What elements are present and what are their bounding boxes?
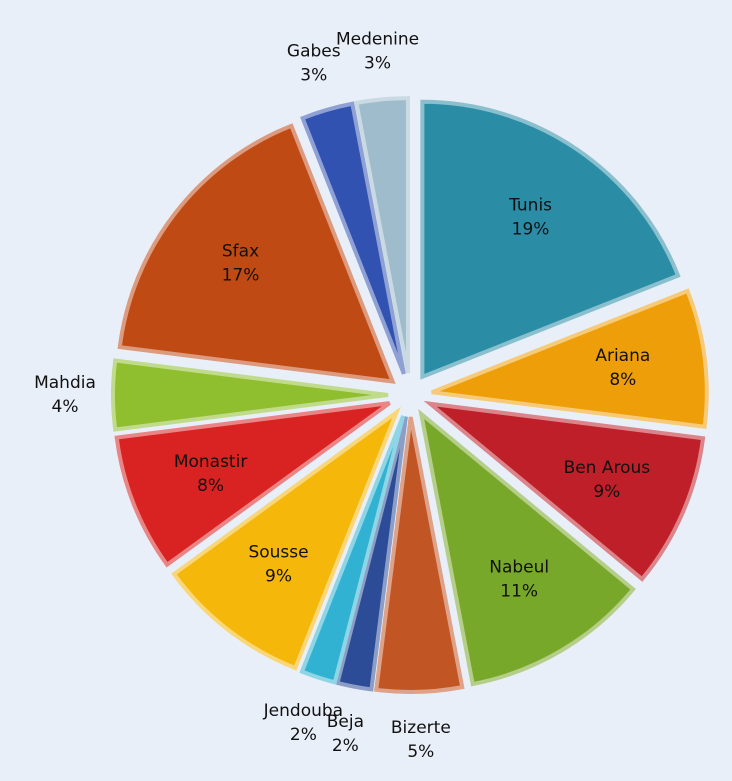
slice-value: 19% [512,220,550,240]
slice-value: 8% [197,476,224,496]
slice-value: 8% [609,370,636,390]
slice-label: Nabeul [489,558,549,578]
slice-label: Ariana [595,346,650,366]
pie-slice [373,416,465,694]
slice-label: Beja [327,712,364,732]
pie-slice [354,96,410,374]
slice-value: 2% [332,736,359,756]
slice-label: Gabes [287,42,341,62]
pie-slice [300,101,406,375]
pie-slice [117,123,396,384]
slice-label: Medenine [336,30,419,50]
slice-label: Tunis [508,196,552,216]
pie-slice [110,358,389,432]
slice-label: Jendouba [263,701,343,721]
slice-value: 9% [593,482,620,502]
slice-value: 3% [364,54,391,74]
pie-slice [114,401,391,568]
slice-value: 11% [500,582,538,602]
slice-label: Monastir [174,452,248,472]
slice-label: Sfax [222,242,259,262]
slice-value: 9% [265,566,292,586]
slice-value: 2% [290,725,317,745]
pie-slice [299,415,406,685]
pie-slice [335,416,408,692]
pie-slice [423,400,706,582]
slice-value: 17% [222,266,260,286]
pie-slice [420,99,681,380]
slice-value: 5% [407,742,434,762]
slice-label: Sousse [248,542,308,562]
pie-slice [171,406,401,671]
slice-label: Bizerte [391,718,451,738]
slice-value: 3% [300,66,327,86]
slice-label: Mahdia [34,373,96,393]
slice-label: Ben Arous [564,458,651,478]
pie-slice [418,408,636,687]
slice-value: 4% [52,397,79,417]
pie-slice [431,288,709,429]
